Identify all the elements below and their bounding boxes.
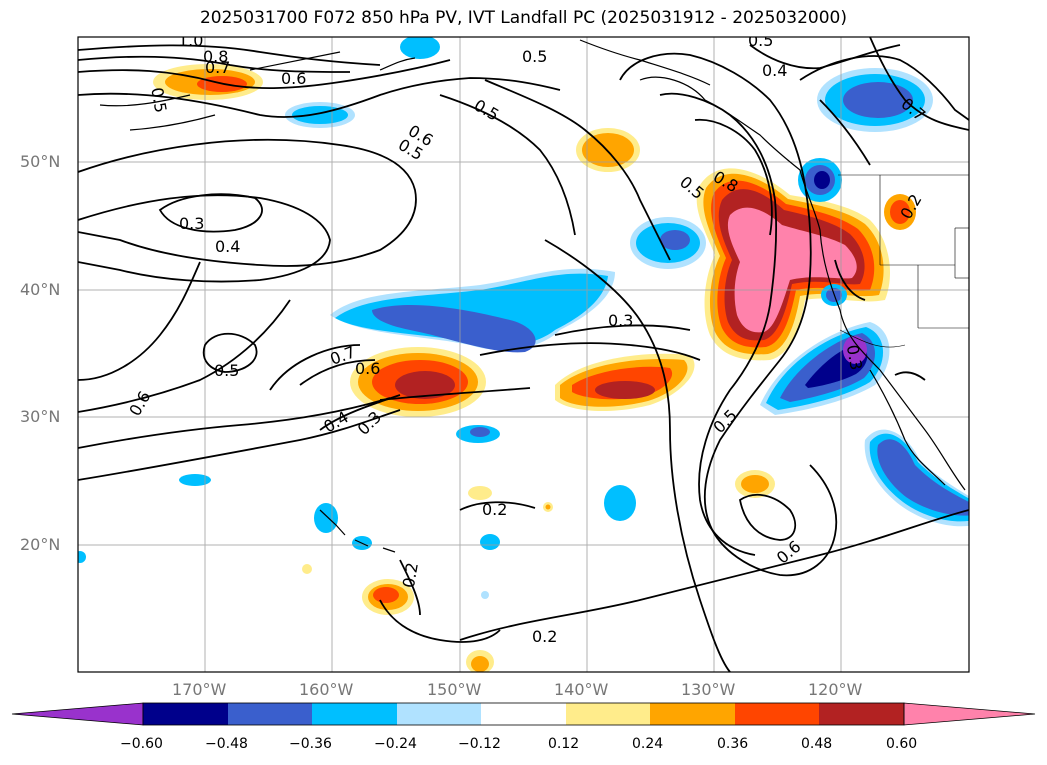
colorbar-label: 0.48 bbox=[801, 736, 833, 752]
contour-label: 0.4 bbox=[215, 237, 240, 256]
contour-label: 0.5 bbox=[147, 86, 170, 114]
lon-tick-label: 130°W bbox=[681, 680, 736, 699]
colorbar-segment bbox=[397, 703, 481, 725]
colorbar-segment bbox=[312, 703, 397, 725]
colorbar-label: 0.12 bbox=[548, 736, 580, 752]
contour-label: 1.0 bbox=[178, 31, 203, 50]
colorbar-label: −0.36 bbox=[289, 736, 332, 752]
contour-label: 0.2 bbox=[482, 500, 507, 519]
map-frame bbox=[77, 36, 970, 673]
colorbar-label: −0.12 bbox=[458, 736, 501, 752]
colorbar-label: 0.36 bbox=[717, 736, 749, 752]
contour-label: 0.3 bbox=[179, 214, 204, 233]
lat-tick-label: 30°N bbox=[20, 407, 61, 426]
colorbar-segment bbox=[228, 703, 312, 725]
graticule bbox=[78, 37, 969, 672]
political-borders bbox=[838, 174, 969, 348]
contour-label: 0.2 bbox=[532, 627, 557, 646]
pv-contours bbox=[78, 37, 969, 672]
lon-tick-label: 140°W bbox=[554, 680, 609, 699]
contour-label: 0.5 bbox=[522, 47, 547, 66]
lat-tick-label: 50°N bbox=[20, 152, 61, 171]
lon-tick-label: 120°W bbox=[808, 680, 863, 699]
map-panel: 1.0 0.8 0.7 0.6 0.5 0.5 0.5 0.5 0.6 0.3 … bbox=[78, 31, 969, 672]
lat-tick-label: 40°N bbox=[20, 280, 61, 299]
colorbar-label: −0.60 bbox=[120, 736, 163, 752]
colorbar-label: 0.60 bbox=[886, 736, 918, 752]
pv-anomaly-shading bbox=[78, 37, 969, 672]
colorbar-extend-min bbox=[11, 702, 144, 726]
lat-tick-label: 20°N bbox=[20, 535, 61, 554]
colorbar-label: −0.24 bbox=[374, 736, 417, 752]
colorbar-segment bbox=[566, 703, 650, 725]
contour-label: 0.5 bbox=[748, 31, 773, 50]
lon-tick-label: 150°W bbox=[427, 680, 482, 699]
lon-tick-label: 170°W bbox=[172, 680, 227, 699]
contour-label: 0.8 bbox=[203, 47, 228, 66]
contour-label: 0.5 bbox=[214, 361, 239, 380]
lon-tick-label: 160°W bbox=[299, 680, 354, 699]
colorbar-segment bbox=[650, 703, 735, 725]
colorbar-segment bbox=[735, 703, 819, 725]
contour-label: 0.3 bbox=[608, 311, 633, 330]
colorbar-segment bbox=[819, 703, 904, 725]
contour-label: 0.4 bbox=[762, 61, 787, 80]
colorbar-label: −0.48 bbox=[205, 736, 248, 752]
contour-label: 0.3 bbox=[843, 343, 866, 371]
contour-label: 0.6 bbox=[355, 359, 380, 378]
colorbar bbox=[11, 702, 1036, 726]
colorbar-segment bbox=[143, 703, 228, 725]
colorbar-label: 0.24 bbox=[632, 736, 664, 752]
contour-label: 0.2 bbox=[399, 561, 422, 589]
colorbar-extend-max bbox=[903, 702, 1036, 726]
map-title: 2025031700 F072 850 hPa PV, IVT Landfall… bbox=[199, 8, 847, 28]
contour-label: 0.7 bbox=[205, 58, 230, 77]
colorbar-segment bbox=[481, 703, 566, 725]
contour-label: 0.6 bbox=[281, 69, 306, 88]
